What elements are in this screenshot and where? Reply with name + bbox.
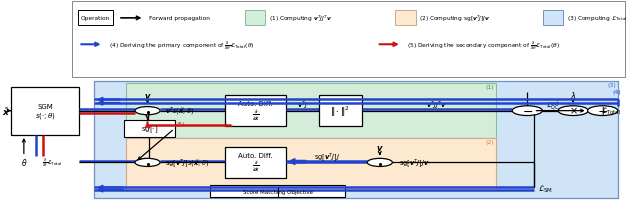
- Text: $\mathrm{sg}[\cdot]$: $\mathrm{sg}[\cdot]$: [141, 124, 158, 134]
- FancyBboxPatch shape: [225, 147, 286, 178]
- Text: (3): (3): [608, 83, 616, 88]
- Text: Operation: Operation: [81, 16, 110, 21]
- Text: $\boldsymbol{v}^Ts(\tilde{\boldsymbol{x}};\theta)$: $\boldsymbol{v}^Ts(\tilde{\boldsymbol{x}…: [165, 105, 195, 117]
- Circle shape: [558, 106, 588, 116]
- Text: (5) Deriving the secondary component of $\frac{\partial}{\partial\theta}\mathcal: (5) Deriving the secondary component of …: [407, 39, 560, 52]
- Text: $\bullet$: $\bullet$: [144, 106, 151, 116]
- Text: $\mathcal{L}_{\mathrm{Total}}$: $\mathcal{L}_{\mathrm{Total}}$: [601, 105, 621, 117]
- Text: (4) Deriving the primary component of $\frac{\partial}{\partial\theta}\mathcal{L: (4) Deriving the primary component of $\…: [109, 39, 254, 52]
- Text: (2): (2): [485, 139, 494, 144]
- FancyBboxPatch shape: [543, 11, 563, 26]
- Text: Score Matching Objective: Score Matching Objective: [243, 189, 313, 194]
- FancyBboxPatch shape: [125, 84, 496, 138]
- Text: $\boldsymbol{v}^TJ$: $\boldsymbol{v}^TJ$: [297, 99, 308, 111]
- Text: $\boldsymbol{v}$: $\boldsymbol{v}$: [143, 92, 152, 100]
- Text: Forward propagation: Forward propagation: [149, 16, 211, 21]
- Text: $-$: $-$: [522, 104, 533, 117]
- FancyBboxPatch shape: [225, 96, 286, 126]
- Text: Auto. Diff.
$\frac{\partial}{\partial\tilde{\boldsymbol{x}}}$: Auto. Diff. $\frac{\partial}{\partial\ti…: [238, 100, 273, 122]
- Text: $\|\cdot\|^2$: $\|\cdot\|^2$: [330, 104, 350, 118]
- Text: (1): (1): [485, 84, 494, 89]
- Text: $\mathrm{sg}[\boldsymbol{v}^TJ]J\boldsymbol{v}$: $\mathrm{sg}[\boldsymbol{v}^TJ]J\boldsym…: [399, 156, 429, 169]
- Text: $\mathcal{L}_{\mathrm{SM}}$: $\mathcal{L}_{\mathrm{SM}}$: [538, 183, 553, 194]
- FancyBboxPatch shape: [211, 185, 345, 197]
- FancyBboxPatch shape: [94, 81, 618, 198]
- FancyBboxPatch shape: [72, 2, 625, 78]
- Text: $\times$: $\times$: [569, 106, 577, 116]
- FancyBboxPatch shape: [396, 11, 415, 26]
- FancyBboxPatch shape: [124, 120, 175, 138]
- Circle shape: [588, 106, 618, 116]
- Text: Auto. Diff.
$\frac{\partial}{\partial\tilde{\boldsymbol{x}}}$: Auto. Diff. $\frac{\partial}{\partial\ti…: [238, 152, 273, 174]
- Text: $\theta$: $\theta$: [20, 156, 27, 167]
- Text: (1) Computing $\boldsymbol{v}^TJJ^T\boldsymbol{v}$: (1) Computing $\boldsymbol{v}^TJJ^T\bold…: [269, 14, 332, 24]
- FancyBboxPatch shape: [79, 11, 113, 26]
- Text: $\tilde{\boldsymbol{x}}$: $\tilde{\boldsymbol{x}}$: [2, 105, 10, 117]
- Circle shape: [135, 107, 160, 115]
- FancyBboxPatch shape: [125, 138, 496, 190]
- Text: (2) Computing $\mathrm{sg}[\boldsymbol{v}^TJ]J\boldsymbol{v}$: (2) Computing $\mathrm{sg}[\boldsymbol{v…: [419, 14, 491, 24]
- Text: (3) Computing $\mathcal{L}_{\mathrm{Total}}$: (3) Computing $\mathcal{L}_{\mathrm{Tota…: [567, 14, 627, 23]
- Text: $\bullet$: $\bullet$: [144, 158, 151, 168]
- Text: $\mathcal{L}_{\mathrm{QC}}^{\mathrm{est}}$: $\mathcal{L}_{\mathrm{QC}}^{\mathrm{est}…: [546, 99, 561, 112]
- Text: $\lambda$: $\lambda$: [570, 89, 577, 100]
- Text: (4): (4): [612, 90, 621, 95]
- Circle shape: [512, 106, 542, 116]
- FancyBboxPatch shape: [245, 11, 265, 26]
- Text: SGM
$s(\cdot;\theta)$: SGM $s(\cdot;\theta)$: [35, 103, 56, 120]
- Circle shape: [135, 159, 160, 167]
- Text: (5): (5): [177, 121, 185, 126]
- Circle shape: [367, 159, 392, 167]
- FancyBboxPatch shape: [12, 88, 79, 135]
- FancyBboxPatch shape: [319, 96, 362, 126]
- Text: $\mathrm{sg}[\boldsymbol{v}^TJ]J$: $\mathrm{sg}[\boldsymbol{v}^TJ]J$: [314, 150, 340, 163]
- Text: $\boldsymbol{v}^TJJ^T\boldsymbol{v}$: $\boldsymbol{v}^TJJ^T\boldsymbol{v}$: [426, 99, 447, 111]
- Text: $\frac{\partial}{\partial\theta}\mathcal{L}_{\mathrm{Total}}$: $\frac{\partial}{\partial\theta}\mathcal…: [42, 155, 62, 168]
- Text: $\boldsymbol{v}$: $\boldsymbol{v}$: [376, 143, 383, 152]
- Text: $\mathrm{sg}[\boldsymbol{v}^TJ]s(\tilde{\boldsymbol{x}};\theta)$: $\mathrm{sg}[\boldsymbol{v}^TJ]s(\tilde{…: [165, 156, 209, 169]
- Text: $\bullet$: $\bullet$: [376, 158, 383, 168]
- Text: $+$: $+$: [597, 105, 608, 118]
